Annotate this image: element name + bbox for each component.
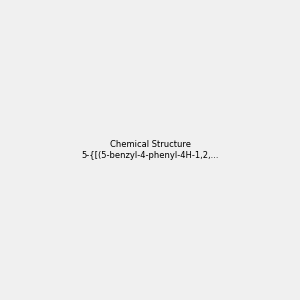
Text: Chemical Structure
5-{[(5-benzyl-4-phenyl-4H-1,2,...: Chemical Structure 5-{[(5-benzyl-4-pheny… <box>81 140 219 160</box>
